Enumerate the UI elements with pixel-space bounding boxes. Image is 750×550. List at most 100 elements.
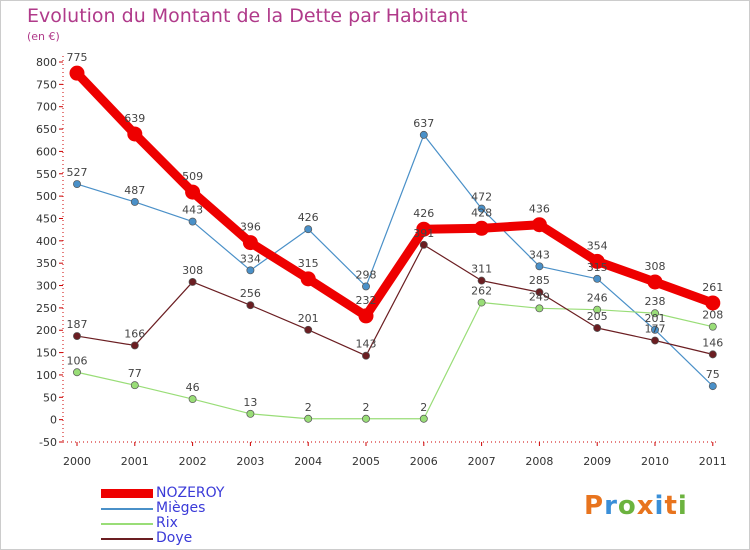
data-point-rix [304, 414, 313, 423]
x-tick-label: 2002 [179, 455, 207, 468]
y-tick-label: 350 [36, 257, 57, 270]
data-point-rix [708, 322, 717, 331]
y-tick-label: 300 [36, 280, 57, 293]
data-point-nozeroy [531, 217, 547, 233]
data-point-nozeroy [185, 184, 201, 200]
legend-item-rix[interactable]: Rix [101, 516, 224, 531]
data-label-nozeroy: 426 [413, 207, 434, 220]
y-tick-label: 200 [36, 324, 57, 337]
legend-label: Mièges [156, 500, 206, 516]
data-point-doye [246, 301, 255, 310]
legend-label: NOZEROY [156, 485, 225, 501]
data-point-nozeroy [69, 65, 85, 81]
x-tick-label: 2010 [641, 455, 669, 468]
data-label-mieges: 201 [645, 312, 666, 325]
data-label-doye: 166 [124, 327, 145, 340]
data-label-doye: 311 [471, 263, 492, 276]
data-label-rix: 238 [645, 295, 666, 308]
data-label-rix: 106 [67, 354, 88, 367]
data-label-nozeroy: 261 [702, 281, 723, 294]
x-tick-label: 2008 [525, 455, 553, 468]
brand-logo-letter: x [636, 491, 655, 521]
y-tick-label: 250 [36, 302, 57, 315]
axes: -50 0 50 100 150 200 250 300 350 400 450 500 550 600 6… [36, 56, 727, 468]
data-point-rix [651, 309, 659, 318]
data-label-doye: 177 [645, 323, 666, 336]
brand-logo-letter: o [617, 491, 637, 521]
data-point-nozeroy [358, 308, 374, 324]
y-tick-label: 400 [36, 235, 57, 248]
data-label-nozeroy: 232 [356, 294, 377, 307]
data-point-doye [708, 350, 717, 359]
data-label-nozeroy: 428 [471, 206, 492, 219]
data-label-mieges: 527 [67, 166, 88, 179]
data-point-doye [477, 276, 486, 285]
data-labels: 527 487 443 334 426 298 637 472 343 315 201 75 106 77… [67, 51, 724, 414]
data-point-nozeroy [705, 295, 721, 311]
data-label-nozeroy: 639 [124, 112, 145, 125]
brand-logo-letter: r [604, 491, 618, 521]
data-point-mieges [188, 217, 197, 226]
data-label-nozeroy: 775 [67, 51, 88, 64]
data-label-rix: 46 [186, 381, 200, 394]
data-point-nozeroy [474, 220, 490, 236]
data-label-mieges: 443 [182, 204, 203, 217]
data-point-mieges [477, 204, 486, 213]
y-tick-label: 700 [36, 101, 57, 114]
data-label-doye: 285 [529, 274, 550, 287]
x-tick-label: 2004 [294, 455, 322, 468]
data-point-doye [362, 351, 370, 360]
brand-logo-letter: P [584, 491, 605, 521]
y-tick-label: 600 [36, 145, 57, 158]
data-point-doye [304, 325, 313, 334]
data-point-nozeroy [647, 274, 663, 290]
data-point-mieges [419, 130, 428, 139]
legend-item-doye[interactable]: Doye [101, 531, 224, 546]
data-label-mieges: 637 [413, 117, 434, 130]
data-label-doye: 256 [240, 287, 261, 300]
data-label-nozeroy: 436 [529, 203, 550, 216]
data-label-rix: 249 [529, 290, 550, 303]
data-label-rix: 2 [363, 401, 370, 414]
data-point-rix [593, 305, 602, 314]
x-tick-label: 2005 [352, 455, 380, 468]
data-point-doye [73, 332, 81, 340]
data-label-nozeroy: 354 [587, 239, 608, 252]
data-label-rix: 13 [243, 396, 257, 409]
data-label-doye: 146 [702, 336, 723, 349]
series-line-rix [76, 301, 714, 420]
data-label-rix: 246 [587, 292, 608, 305]
data-point-rix [188, 395, 197, 404]
series-lines [69, 65, 721, 423]
data-point-mieges [593, 274, 602, 283]
data-point-rix [130, 381, 139, 390]
x-tick-label: 2007 [468, 455, 496, 468]
y-tick-label: 150 [36, 347, 57, 360]
data-point-rix [362, 414, 370, 423]
data-point-mieges [708, 382, 717, 391]
data-point-rix [477, 298, 486, 307]
data-point-nozeroy [589, 253, 605, 269]
data-label-nozeroy: 396 [240, 221, 261, 234]
legend-item-mieges[interactable]: Mièges [101, 501, 224, 516]
data-label-mieges: 343 [529, 248, 550, 261]
data-label-rix: 262 [471, 285, 492, 298]
chart-title: Evolution du Montant de la Dette par Hab… [27, 5, 468, 27]
data-label-mieges: 487 [124, 184, 145, 197]
data-label-rix: 77 [128, 367, 142, 380]
data-label-rix: 2 [305, 401, 312, 414]
data-label-doye: 308 [182, 264, 203, 277]
data-label-mieges: 334 [240, 252, 261, 265]
data-point-doye [188, 278, 197, 286]
legend-label: Doye [156, 530, 193, 546]
data-point-nozeroy [127, 126, 143, 142]
data-point-rix [535, 304, 544, 313]
y-tick-label: 100 [36, 369, 57, 382]
brand-logo: Proxiti [584, 491, 688, 521]
data-label-mieges: 315 [587, 261, 608, 274]
data-label-nozeroy: 509 [182, 170, 203, 183]
data-point-rix [73, 368, 81, 377]
data-label-mieges: 472 [471, 191, 492, 204]
legend-item-nozeroy[interactable]: NOZEROY [101, 486, 224, 501]
data-point-mieges [73, 180, 81, 188]
